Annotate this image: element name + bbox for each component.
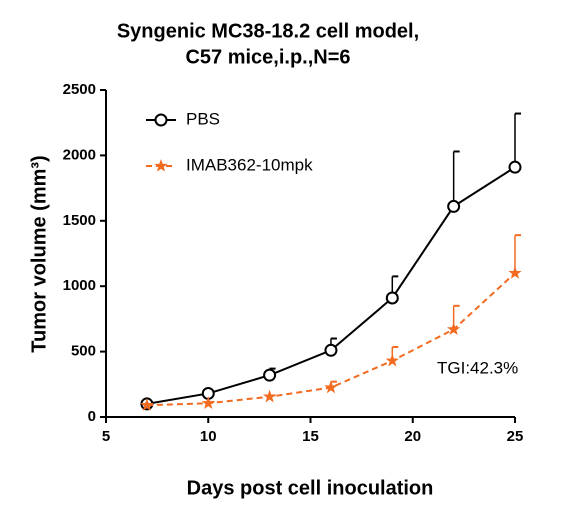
chart-title: C57 mice,i.p.,N=6 [185,46,350,68]
marker [447,199,461,213]
y-axis-label: Tumor volume (mm³) [28,155,50,352]
legend-label: PBS [186,109,220,128]
marker [446,322,461,336]
marker [263,368,277,382]
marker [324,343,338,357]
x-axis-label: Days post cell inoculation [187,477,434,499]
marker [262,389,277,403]
marker [140,398,154,411]
legend-marker [154,113,168,127]
x-tick-label: 5 [102,428,110,445]
x-tick-label: 10 [200,428,217,445]
marker [385,353,399,367]
y-tick-label: 2000 [63,146,96,163]
marker [508,266,522,279]
y-tick-label: 1500 [63,212,96,229]
x-tick-label: 20 [404,428,421,445]
y-tick-label: 500 [71,343,96,360]
legend-marker [154,158,168,172]
chart-title: Syngenic MC38-18.2 cell model, [117,20,419,42]
y-tick-label: 1000 [63,277,96,294]
annotation: TGI:42.3% [437,358,518,377]
marker [385,291,399,305]
y-tick-label: 0 [88,408,96,425]
legend-label: IMAB362-10mpk [186,155,313,174]
x-tick-label: 25 [507,428,524,445]
x-tick-label: 15 [302,428,319,445]
y-tick-label: 2500 [63,81,96,98]
marker [324,380,338,394]
marker [508,160,522,174]
marker [201,396,215,409]
